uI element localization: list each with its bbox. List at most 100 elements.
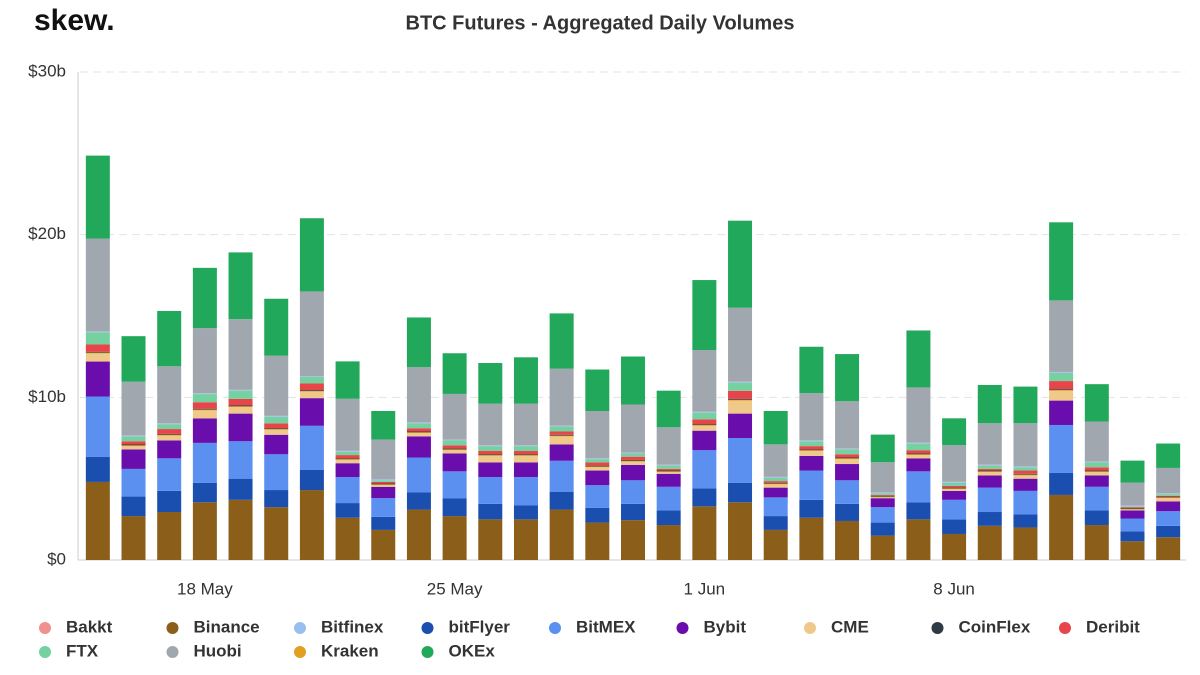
legend-label[interactable]: bitFlyer xyxy=(449,617,511,636)
bar-segment xyxy=(336,458,360,459)
bar-segment xyxy=(585,471,609,486)
bar-segment xyxy=(835,459,859,464)
legend-label[interactable]: Bitfinex xyxy=(321,617,384,636)
bar-segment xyxy=(978,512,1002,526)
legend-label[interactable]: CoinFlex xyxy=(959,617,1031,636)
legend-marker xyxy=(39,622,51,634)
bar-segment xyxy=(978,469,1002,471)
bar-segment xyxy=(799,441,823,446)
bar-segment xyxy=(478,454,502,455)
bar-segment xyxy=(157,435,181,436)
bar-segment xyxy=(764,497,788,516)
bar-segment xyxy=(978,466,1002,469)
legend-label[interactable]: OKEx xyxy=(449,641,496,660)
bar-segment xyxy=(1120,519,1144,532)
bar-segment xyxy=(264,507,288,560)
bar-segment xyxy=(942,519,966,534)
y-tick-label: $10b xyxy=(28,387,66,406)
bar-segment xyxy=(514,519,538,560)
bar-segment xyxy=(550,436,574,444)
bar-segment xyxy=(1049,391,1073,401)
bar-segment xyxy=(728,414,752,438)
bar-segment xyxy=(514,404,538,445)
bar-segment xyxy=(1049,389,1073,390)
bar-segment xyxy=(371,482,395,484)
bar-segment xyxy=(799,450,823,451)
bar-segment xyxy=(871,497,895,498)
bar-segment xyxy=(1156,444,1180,468)
bar-segment xyxy=(300,490,324,560)
bar-segment xyxy=(728,221,752,308)
bar-segment xyxy=(835,449,859,450)
bar-segment xyxy=(1156,537,1180,560)
bar-segment xyxy=(407,436,431,457)
bar-segment xyxy=(1049,425,1073,473)
bar-segment xyxy=(1120,506,1144,507)
bar-segment xyxy=(728,483,752,503)
bar-segment xyxy=(300,392,324,399)
bar-segment xyxy=(1049,390,1073,391)
bar-segment xyxy=(86,344,110,351)
bar-segment xyxy=(906,330,930,387)
bar-segment xyxy=(621,462,645,465)
bar-segment xyxy=(799,518,823,560)
bar-segment xyxy=(193,410,217,418)
bar-segment xyxy=(764,483,788,484)
legend-label[interactable]: Bybit xyxy=(704,617,747,636)
bar-segment xyxy=(443,450,467,453)
bar-segment xyxy=(371,484,395,485)
bar-segment xyxy=(514,445,538,446)
chart-title: BTC Futures - Aggregated Daily Volumes xyxy=(406,12,795,34)
bar-segment xyxy=(799,347,823,393)
bar-segment xyxy=(514,506,538,520)
bar-segment xyxy=(264,435,288,455)
bar-segment xyxy=(585,466,609,467)
bar-segment xyxy=(407,492,431,509)
bar-segment xyxy=(906,455,930,458)
bar-segment xyxy=(585,370,609,411)
bar-segment xyxy=(1049,381,1073,389)
bar-segment xyxy=(871,492,895,493)
bar-segment xyxy=(122,445,146,446)
bar-segment xyxy=(443,394,467,440)
legend-label[interactable]: Bakkt xyxy=(66,617,113,636)
y-tick-label: $20b xyxy=(28,224,66,243)
bar-segment xyxy=(942,486,966,488)
bar-segment xyxy=(300,390,324,391)
bar-segment xyxy=(371,479,395,480)
bar-segment xyxy=(799,440,823,441)
bar-segment xyxy=(1085,422,1109,462)
bar-segment xyxy=(764,481,788,483)
legend-label[interactable]: FTX xyxy=(66,641,99,660)
legend-label[interactable]: BitMEX xyxy=(576,617,636,636)
legend-label[interactable]: Huobi xyxy=(194,641,242,660)
bar-segment xyxy=(407,367,431,422)
bar-segment xyxy=(122,436,146,437)
bar-segment xyxy=(621,520,645,560)
bar-segment xyxy=(193,418,217,442)
bar-segment xyxy=(906,387,930,442)
bar-segment xyxy=(1049,401,1073,425)
bar-segment xyxy=(1049,495,1073,560)
bar-segment xyxy=(336,459,360,460)
legend-label[interactable]: Binance xyxy=(194,617,260,636)
legend-label[interactable]: CME xyxy=(831,617,869,636)
bar-segment xyxy=(122,436,146,441)
bar-segment xyxy=(835,480,859,504)
bar-segment xyxy=(835,521,859,560)
bar-segment xyxy=(1013,527,1037,560)
bar-segment xyxy=(229,406,253,407)
bar-segment xyxy=(942,488,966,489)
bar-segment xyxy=(835,504,859,521)
legend-label[interactable]: Kraken xyxy=(321,641,379,660)
bar-segment xyxy=(407,458,431,493)
bar-segment xyxy=(229,390,253,391)
bar-segment xyxy=(443,449,467,450)
bar-segment xyxy=(157,440,181,458)
bar-segment xyxy=(1085,510,1109,525)
x-tick-label: 1 Jun xyxy=(684,579,726,598)
bar-segment xyxy=(1013,514,1037,527)
legend-label[interactable]: Deribit xyxy=(1086,617,1140,636)
bar-segment xyxy=(86,156,110,239)
bar-segment xyxy=(336,503,360,518)
